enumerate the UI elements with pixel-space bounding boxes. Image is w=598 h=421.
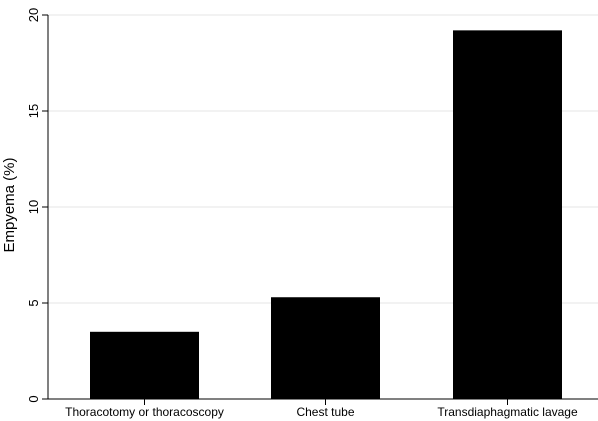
x-tick-label-1: Chest tube [296,405,354,419]
x-tick-label-0: Thoracotomy or thoracoscopy [65,405,224,419]
y-axis-label: Empyema (%) [1,157,18,252]
bar-1 [271,297,380,399]
x-tick-label-2: Transdiaphagmatic lavage [437,405,578,419]
axes: 0 5 10 15 20 Thoracotomy or thoracoscopy Chest… [26,8,598,419]
y-tick-label-0: 0 [26,395,41,402]
bar-2 [453,30,562,400]
y-tick-label-5: 5 [26,299,41,306]
bar-0 [90,331,199,399]
y-tick-label-20: 20 [26,8,41,22]
y-tick-label-15: 15 [26,104,41,118]
bars [90,30,562,400]
y-tick-label-10: 10 [26,200,41,214]
